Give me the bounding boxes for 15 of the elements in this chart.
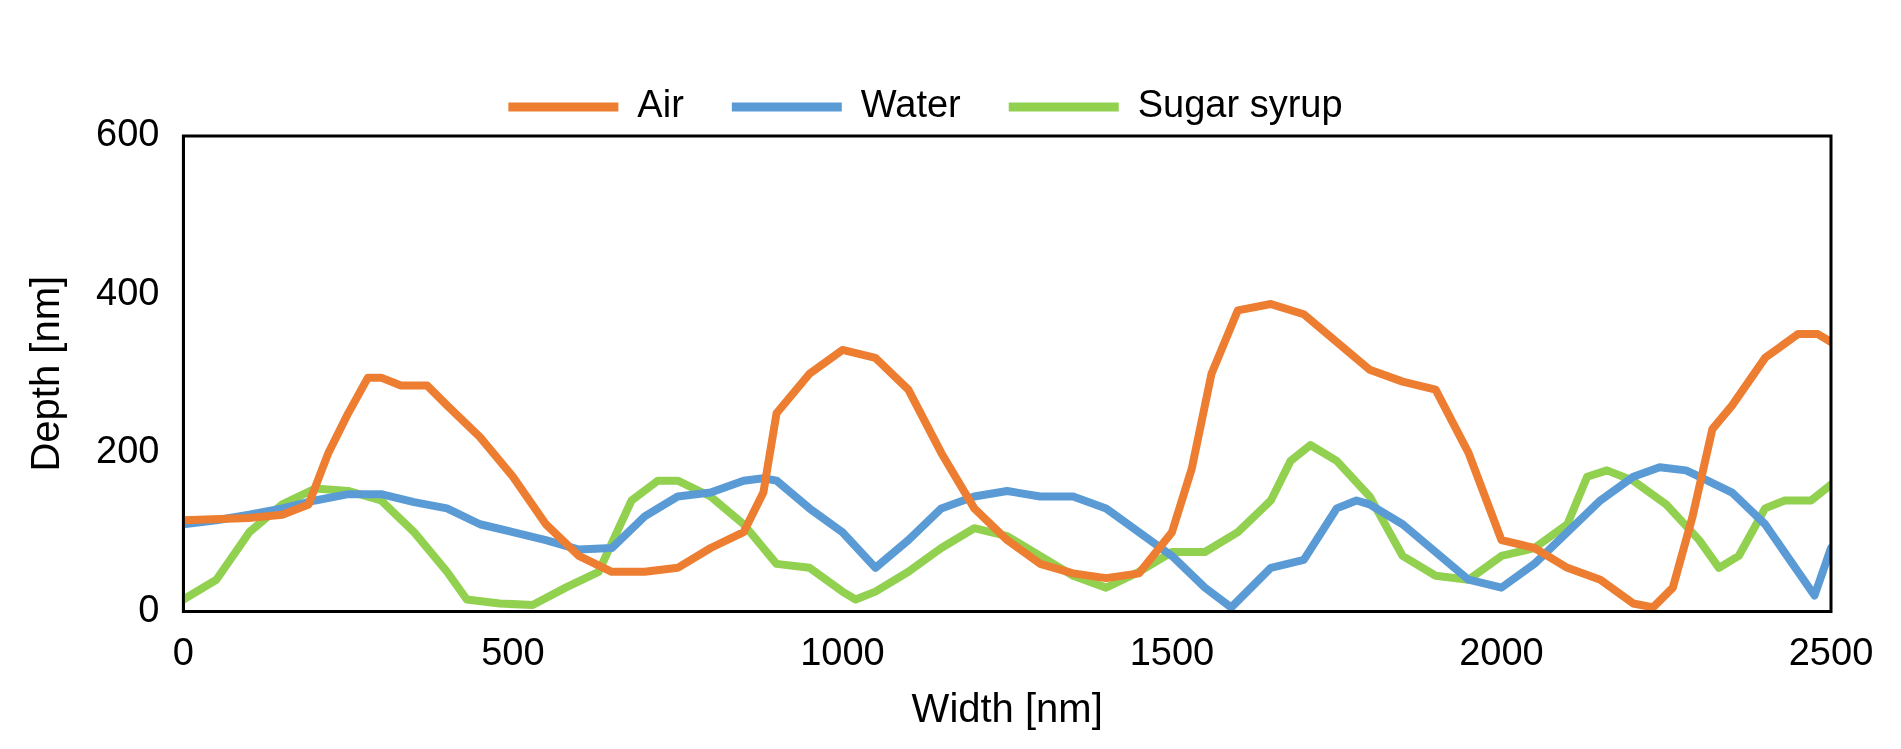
y-tick-label: 0 bbox=[138, 587, 160, 630]
x-tick-label: 1500 bbox=[1129, 630, 1215, 673]
x-tick-label: 2000 bbox=[1459, 630, 1544, 673]
x-tick-label: 2500 bbox=[1788, 630, 1874, 673]
legend-label: Water bbox=[860, 83, 962, 126]
x-tick-label: 500 bbox=[481, 630, 545, 673]
y-axis-title: Depth [nm] bbox=[23, 275, 68, 472]
y-tick-label: 600 bbox=[96, 112, 160, 155]
x-tick-label: 1000 bbox=[800, 630, 885, 673]
x-tick-label: 0 bbox=[172, 630, 194, 673]
y-tick-label: 200 bbox=[96, 429, 160, 472]
legend-label: Sugar syrup bbox=[1137, 83, 1343, 126]
legend-label: Air bbox=[637, 83, 685, 126]
x-axis-title: Width [nm] bbox=[911, 686, 1103, 731]
y-tick-label: 400 bbox=[96, 270, 160, 313]
